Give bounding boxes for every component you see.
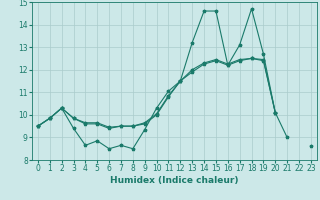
X-axis label: Humidex (Indice chaleur): Humidex (Indice chaleur) — [110, 176, 239, 185]
